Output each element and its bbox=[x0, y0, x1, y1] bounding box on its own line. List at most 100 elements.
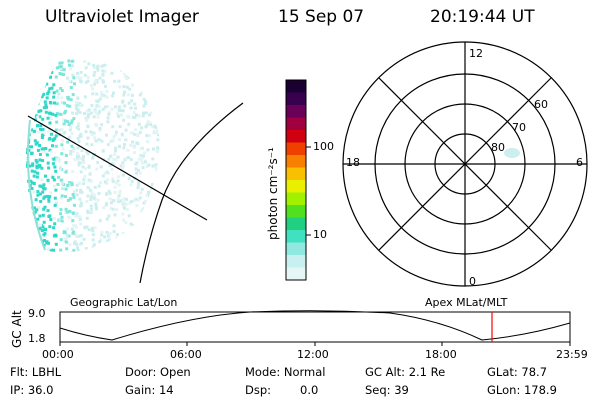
image-pixel bbox=[25, 248, 28, 252]
image-pixel bbox=[101, 174, 105, 178]
image-pixel bbox=[131, 115, 135, 119]
image-pixel bbox=[59, 238, 63, 242]
image-pixel bbox=[75, 183, 79, 187]
image-pixel bbox=[130, 180, 134, 183]
image-pixel bbox=[34, 247, 38, 251]
image-pixel bbox=[37, 79, 41, 83]
image-pixel bbox=[106, 60, 110, 64]
image-pixel bbox=[142, 245, 145, 249]
image-pixel bbox=[118, 85, 122, 89]
image-pixel bbox=[63, 255, 66, 258]
image-pixel bbox=[72, 249, 76, 253]
colorbar-band bbox=[286, 80, 306, 93]
image-pixel bbox=[60, 143, 64, 147]
image-pixel bbox=[77, 163, 81, 167]
image-pixel bbox=[59, 112, 63, 116]
image-pixel bbox=[121, 164, 125, 168]
image-pixel bbox=[164, 215, 167, 218]
image-pixel bbox=[40, 166, 44, 170]
image-pixel bbox=[41, 190, 45, 194]
image-pixel bbox=[115, 236, 119, 240]
image-pixel bbox=[145, 193, 149, 197]
image-pixel bbox=[28, 234, 32, 238]
image-pixel bbox=[58, 218, 62, 222]
image-pixel bbox=[38, 214, 42, 218]
image-pixel bbox=[114, 146, 118, 150]
image-pixel bbox=[32, 190, 36, 194]
image-pixel bbox=[37, 258, 40, 261]
image-pixel bbox=[66, 104, 69, 108]
image-pixel bbox=[30, 107, 34, 111]
orbit-xtick-label-0600: 06:00 bbox=[170, 348, 202, 361]
image-pixel bbox=[76, 246, 80, 250]
image-pixel bbox=[39, 247, 43, 251]
image-pixel bbox=[61, 182, 64, 186]
image-pixel bbox=[42, 147, 46, 151]
image-pixel bbox=[121, 63, 124, 67]
image-pixel bbox=[149, 111, 153, 115]
image-pixel bbox=[33, 255, 36, 258]
colorbar-band bbox=[286, 117, 306, 131]
image-pixel bbox=[70, 144, 74, 148]
image-pixel bbox=[59, 196, 63, 200]
image-pixel bbox=[146, 79, 150, 83]
image-pixel bbox=[69, 98, 73, 102]
image-pixel bbox=[79, 234, 83, 238]
image-pixel bbox=[95, 207, 98, 211]
image-pixel bbox=[98, 127, 102, 130]
image-pixel bbox=[70, 227, 74, 231]
image-pixel bbox=[156, 172, 160, 176]
image-pixel bbox=[156, 234, 160, 238]
image-pixel bbox=[107, 157, 111, 161]
image-pixel bbox=[79, 170, 83, 174]
image-pixel bbox=[115, 208, 119, 211]
image-pixel bbox=[95, 167, 99, 171]
image-pixel bbox=[134, 167, 138, 171]
image-pixel bbox=[35, 208, 39, 212]
image-pixel bbox=[38, 184, 42, 188]
image-pixel bbox=[38, 115, 42, 119]
image-pixel bbox=[129, 222, 133, 226]
image-pixel bbox=[79, 201, 83, 205]
image-pixel bbox=[108, 163, 112, 167]
image-pixel bbox=[64, 210, 68, 214]
image-pixel bbox=[89, 204, 93, 208]
image-pixel bbox=[25, 147, 28, 151]
image-pixel bbox=[137, 157, 141, 161]
image-pixel bbox=[89, 84, 93, 88]
image-pixel bbox=[25, 199, 29, 203]
image-pixel bbox=[27, 241, 31, 244]
footer-seq: Seq: 39 bbox=[365, 383, 409, 397]
image-pixel bbox=[46, 161, 50, 165]
image-pixel bbox=[30, 82, 34, 86]
image-pixel bbox=[133, 102, 137, 106]
image-pixel bbox=[47, 215, 51, 218]
image-pixel bbox=[41, 117, 45, 121]
image-pixel bbox=[63, 195, 67, 198]
orbit-xtick-label-0000: 00:00 bbox=[42, 348, 74, 361]
limb-edge bbox=[26, 119, 46, 251]
image-pixel bbox=[86, 194, 90, 198]
image-pixel bbox=[97, 104, 101, 108]
image-pixel bbox=[144, 225, 148, 229]
image-pixel bbox=[129, 144, 133, 147]
image-pixel bbox=[40, 136, 44, 139]
polar-label-70: 70 bbox=[512, 121, 526, 134]
polar-label-18: 18 bbox=[346, 156, 360, 169]
image-pixel bbox=[139, 76, 143, 80]
image-pixel bbox=[116, 200, 120, 203]
image-pixel bbox=[92, 196, 96, 200]
image-pixel bbox=[81, 158, 85, 162]
image-pixel bbox=[39, 223, 43, 227]
image-pixel bbox=[93, 185, 97, 189]
image-pixel bbox=[36, 130, 40, 134]
image-pixel bbox=[66, 76, 70, 80]
image-pixel bbox=[154, 163, 158, 167]
image-pixel bbox=[138, 196, 142, 200]
image-pixel bbox=[67, 59, 71, 63]
image-pixel bbox=[125, 239, 129, 243]
colorbar-band bbox=[286, 155, 306, 168]
image-pixel bbox=[79, 188, 83, 192]
image-pixel bbox=[71, 193, 75, 196]
image-pixel bbox=[144, 74, 148, 78]
